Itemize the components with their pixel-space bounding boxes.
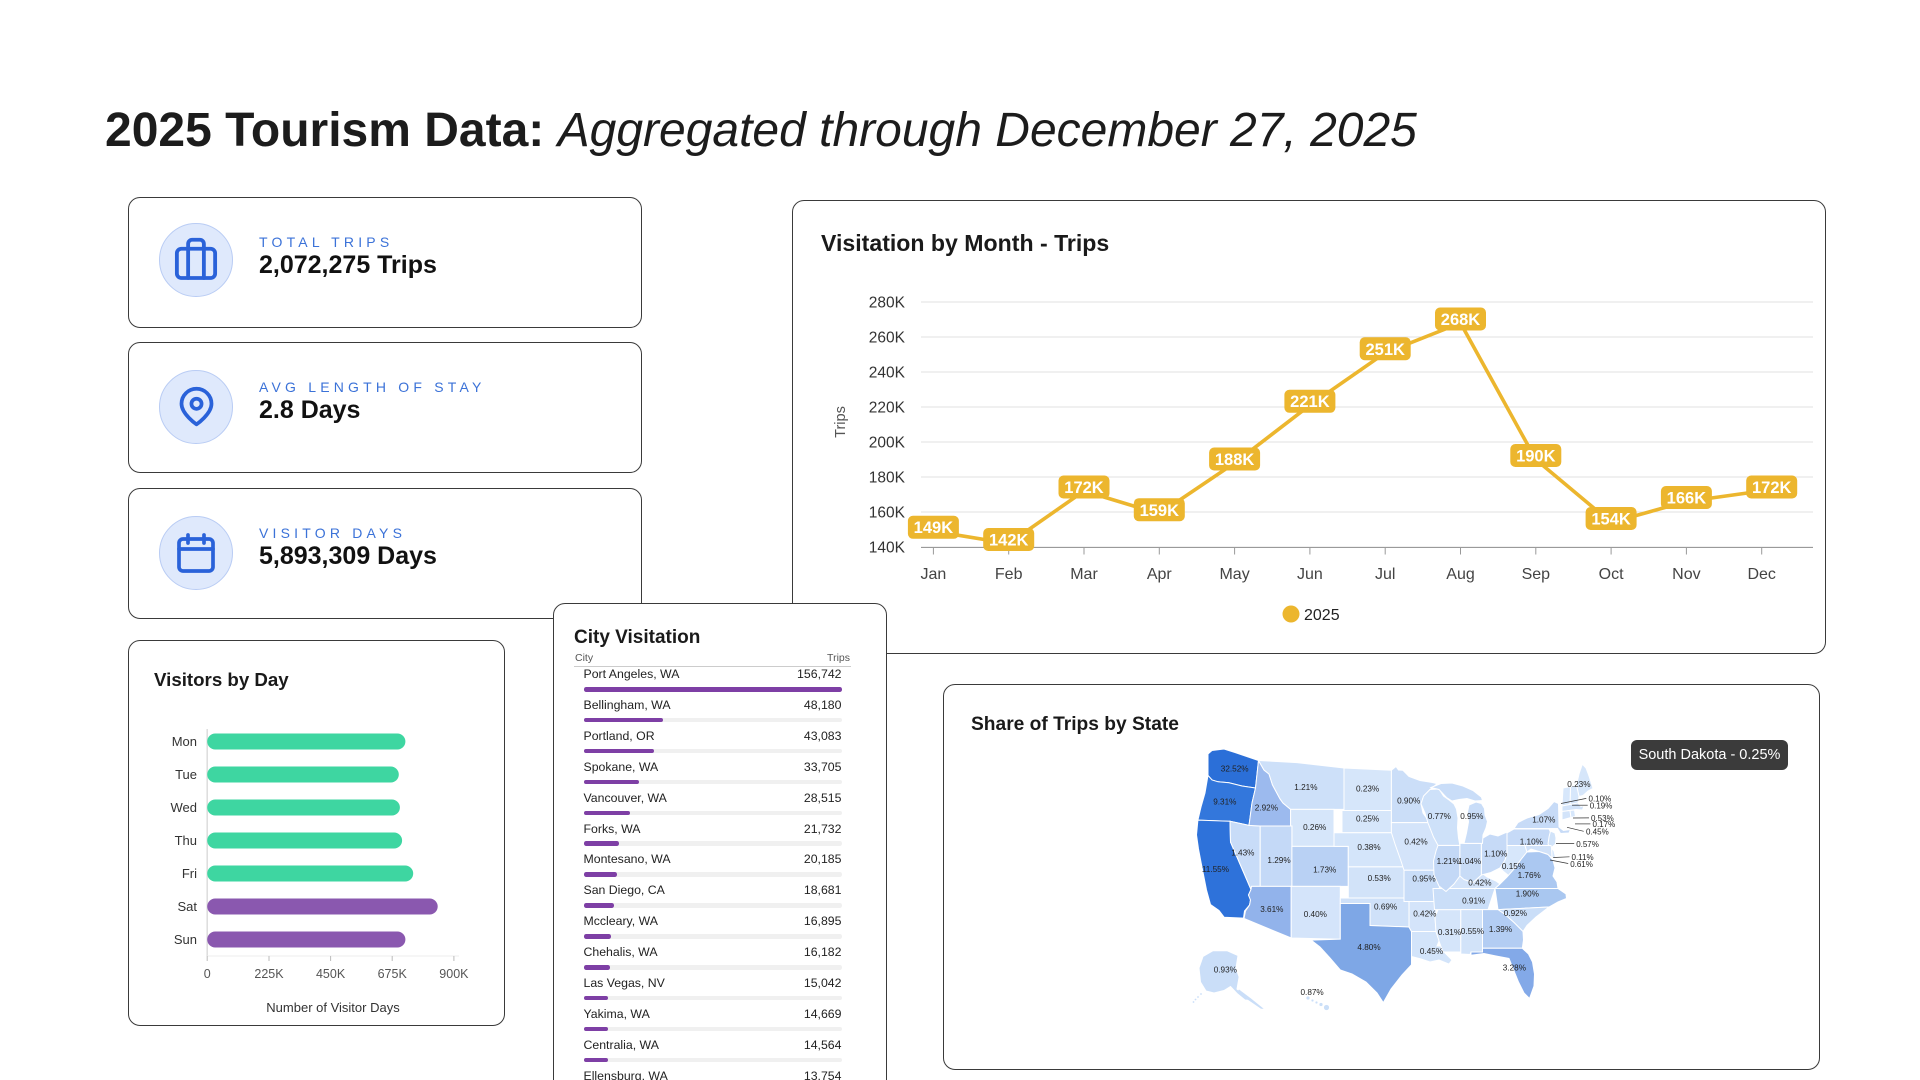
svg-text:0.45%: 0.45% [1586, 828, 1609, 837]
svg-text:Thu: Thu [175, 833, 197, 848]
svg-text:Number of Visitor Days: Number of Visitor Days [266, 1000, 400, 1015]
svg-text:154K: 154K [1591, 511, 1631, 529]
svg-text:450K: 450K [316, 967, 346, 981]
svg-text:1.10%: 1.10% [1484, 850, 1507, 859]
svg-text:4.80%: 4.80% [1357, 943, 1380, 952]
svg-text:Dec: Dec [1747, 566, 1775, 583]
svg-text:32.52%: 32.52% [1221, 765, 1249, 774]
svg-text:159K: 159K [1140, 502, 1180, 520]
svg-text:0.92%: 0.92% [1504, 909, 1527, 918]
svg-text:280K: 280K [869, 295, 906, 312]
svg-text:Jan: Jan [921, 566, 947, 583]
svg-text:0.19%: 0.19% [1590, 802, 1613, 811]
svg-text:0.25%: 0.25% [1356, 815, 1379, 824]
svg-text:0.93%: 0.93% [1214, 966, 1237, 975]
svg-text:0.77%: 0.77% [1428, 812, 1451, 821]
svg-text:0.26%: 0.26% [1303, 823, 1326, 832]
svg-text:2.92%: 2.92% [1255, 804, 1278, 813]
svg-text:240K: 240K [869, 365, 906, 382]
svg-text:0.53%: 0.53% [1591, 814, 1614, 823]
svg-text:0.11%: 0.11% [1572, 853, 1594, 862]
svg-text:0.42%: 0.42% [1468, 879, 1491, 888]
svg-text:190K: 190K [1516, 448, 1556, 466]
svg-text:200K: 200K [869, 435, 906, 452]
svg-text:0.10%: 0.10% [1589, 794, 1612, 803]
svg-text:0.55%: 0.55% [1461, 927, 1484, 936]
svg-text:675K: 675K [378, 967, 408, 981]
svg-text:268K: 268K [1441, 311, 1481, 329]
svg-text:0.38%: 0.38% [1357, 843, 1380, 852]
svg-text:Mon: Mon [172, 734, 197, 749]
svg-text:172K: 172K [1064, 479, 1104, 497]
svg-text:0.87%: 0.87% [1300, 988, 1323, 997]
svg-text:Jul: Jul [1375, 566, 1395, 583]
svg-text:1.43%: 1.43% [1231, 849, 1254, 858]
svg-text:Jun: Jun [1297, 566, 1323, 583]
svg-text:1.76%: 1.76% [1518, 871, 1541, 880]
svg-text:0.90%: 0.90% [1397, 797, 1420, 806]
svg-text:1.07%: 1.07% [1532, 816, 1555, 825]
svg-text:1.39%: 1.39% [1489, 925, 1512, 934]
svg-text:Feb: Feb [995, 566, 1023, 583]
svg-text:1.73%: 1.73% [1313, 866, 1336, 875]
svg-text:Wed: Wed [171, 800, 198, 815]
svg-text:1.10%: 1.10% [1520, 838, 1543, 847]
svg-text:1.04%: 1.04% [1458, 857, 1481, 866]
svg-text:3.61%: 3.61% [1260, 905, 1283, 914]
svg-text:900K: 900K [439, 967, 469, 981]
svg-text:0.45%: 0.45% [1420, 947, 1443, 956]
svg-text:0.53%: 0.53% [1368, 874, 1391, 883]
svg-text:1.21%: 1.21% [1294, 783, 1317, 792]
svg-text:188K: 188K [1215, 451, 1255, 469]
svg-text:9.31%: 9.31% [1213, 798, 1236, 807]
svg-text:166K: 166K [1667, 490, 1707, 508]
svg-text:Sat: Sat [177, 899, 197, 914]
svg-text:1.21%: 1.21% [1437, 857, 1460, 866]
svg-text:0.23%: 0.23% [1356, 785, 1379, 794]
svg-text:0.40%: 0.40% [1304, 910, 1327, 919]
svg-text:180K: 180K [869, 470, 906, 487]
svg-text:160K: 160K [869, 505, 906, 522]
svg-text:140K: 140K [869, 540, 906, 557]
svg-text:0: 0 [204, 967, 211, 981]
svg-text:3.28%: 3.28% [1503, 964, 1526, 973]
svg-text:0.15%: 0.15% [1502, 862, 1525, 871]
svg-text:0.95%: 0.95% [1460, 812, 1483, 821]
svg-text:Fri: Fri [182, 866, 197, 881]
svg-text:225K: 225K [254, 967, 284, 981]
svg-text:Sun: Sun [174, 932, 197, 947]
svg-text:0.42%: 0.42% [1413, 910, 1436, 919]
svg-text:May: May [1219, 566, 1249, 583]
svg-text:142K: 142K [989, 532, 1029, 550]
svg-text:0.91%: 0.91% [1462, 897, 1485, 906]
svg-text:Tue: Tue [175, 767, 197, 782]
svg-text:221K: 221K [1290, 393, 1330, 411]
svg-text:0.23%: 0.23% [1567, 780, 1590, 789]
svg-text:172K: 172K [1752, 479, 1792, 497]
svg-text:Oct: Oct [1599, 566, 1624, 583]
svg-text:0.69%: 0.69% [1374, 903, 1397, 912]
svg-text:220K: 220K [869, 400, 906, 417]
svg-text:149K: 149K [914, 519, 954, 537]
svg-text:1.29%: 1.29% [1267, 856, 1290, 865]
svg-text:Apr: Apr [1147, 566, 1173, 583]
svg-text:1.90%: 1.90% [1516, 890, 1539, 899]
svg-text:2025: 2025 [1304, 607, 1340, 624]
svg-text:Mar: Mar [1070, 566, 1098, 583]
svg-text:260K: 260K [869, 330, 906, 347]
svg-text:Sep: Sep [1522, 566, 1551, 583]
svg-text:0.95%: 0.95% [1412, 875, 1435, 884]
svg-text:0.61%: 0.61% [1570, 860, 1593, 869]
svg-text:0.17%: 0.17% [1593, 820, 1616, 829]
svg-text:0.57%: 0.57% [1576, 840, 1599, 849]
svg-text:251K: 251K [1365, 341, 1405, 359]
svg-text:Nov: Nov [1672, 566, 1700, 583]
svg-text:0.31%: 0.31% [1438, 928, 1461, 937]
svg-text:11.55%: 11.55% [1202, 865, 1229, 874]
svg-text:Trips: Trips [833, 406, 849, 438]
svg-text:0.42%: 0.42% [1404, 838, 1427, 847]
svg-text:Aug: Aug [1446, 566, 1474, 583]
